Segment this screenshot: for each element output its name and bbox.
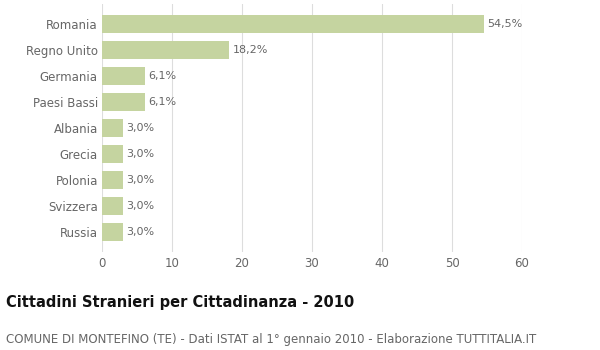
Text: 3,0%: 3,0% [127, 175, 155, 185]
Text: COMUNE DI MONTEFINO (TE) - Dati ISTAT al 1° gennaio 2010 - Elaborazione TUTTITAL: COMUNE DI MONTEFINO (TE) - Dati ISTAT al… [6, 334, 536, 346]
Text: 6,1%: 6,1% [148, 71, 176, 81]
Bar [102, 145, 123, 163]
Bar [102, 170, 123, 189]
Text: 6,1%: 6,1% [148, 97, 176, 107]
Bar [102, 223, 123, 241]
Text: 3,0%: 3,0% [127, 123, 155, 133]
Bar [102, 119, 123, 137]
Text: 18,2%: 18,2% [233, 45, 268, 55]
Bar [102, 93, 145, 111]
Text: 54,5%: 54,5% [487, 19, 522, 29]
Bar [102, 41, 229, 59]
Text: 3,0%: 3,0% [127, 149, 155, 159]
Text: Cittadini Stranieri per Cittadinanza - 2010: Cittadini Stranieri per Cittadinanza - 2… [6, 295, 354, 310]
Text: 3,0%: 3,0% [127, 226, 155, 237]
Bar [102, 15, 484, 33]
Bar [102, 197, 123, 215]
Bar [102, 67, 145, 85]
Text: 3,0%: 3,0% [127, 201, 155, 211]
